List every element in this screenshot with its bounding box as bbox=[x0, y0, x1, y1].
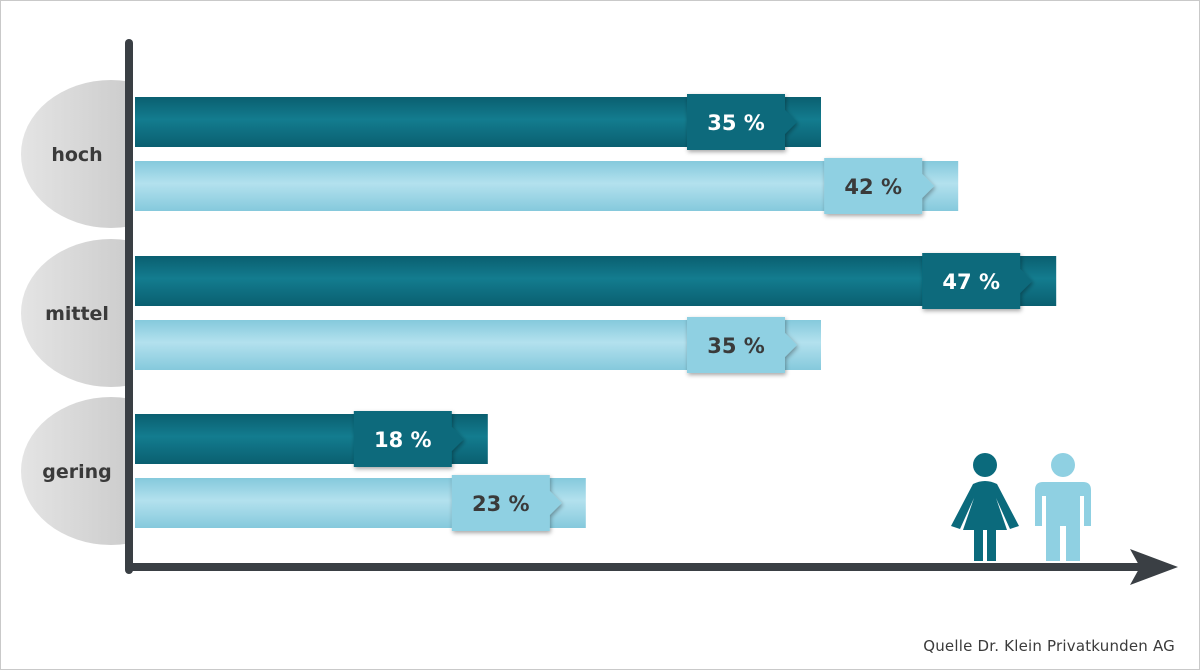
category-label: hoch bbox=[51, 144, 102, 166]
woman-icon bbox=[951, 453, 1019, 561]
category-label: mittel bbox=[45, 303, 109, 325]
source-note: Quelle Dr. Klein Privatkunden AG bbox=[923, 637, 1175, 655]
data-label: 23 % bbox=[472, 492, 530, 516]
value-tag bbox=[687, 317, 797, 373]
data-label: 35 % bbox=[707, 334, 765, 358]
man-icon bbox=[1035, 453, 1091, 561]
data-label: 42 % bbox=[844, 175, 902, 199]
value-tag bbox=[922, 253, 1033, 309]
data-label: 47 % bbox=[942, 270, 1000, 294]
bar bbox=[135, 161, 959, 211]
bar bbox=[135, 256, 1057, 306]
value-tag bbox=[353, 411, 464, 467]
x-axis-arrow bbox=[1130, 549, 1178, 585]
category-label: gering bbox=[42, 461, 112, 483]
data-label: 35 % bbox=[707, 111, 765, 135]
value-tag bbox=[451, 475, 562, 531]
value-tag bbox=[687, 94, 797, 150]
data-label: 18 % bbox=[374, 428, 432, 452]
value-tag bbox=[824, 158, 935, 214]
